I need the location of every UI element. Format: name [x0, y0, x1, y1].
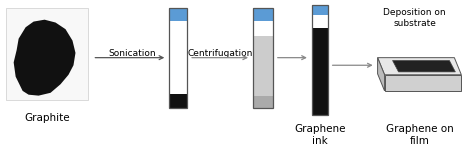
Bar	[169, 8, 187, 108]
Bar	[253, 8, 273, 21]
Text: Deposition on
substrate: Deposition on substrate	[383, 8, 446, 28]
Text: Graphite: Graphite	[24, 113, 70, 123]
Bar	[312, 28, 328, 115]
Bar	[169, 21, 187, 94]
Bar	[169, 94, 187, 108]
Text: Sonication: Sonication	[109, 49, 156, 58]
Bar	[253, 21, 273, 36]
Bar	[312, 5, 328, 15]
Bar	[312, 15, 328, 28]
Bar	[312, 5, 328, 115]
Bar	[6, 8, 89, 100]
Bar	[169, 8, 187, 21]
Text: Graphene
ink: Graphene ink	[294, 124, 346, 146]
Bar	[253, 8, 273, 108]
Polygon shape	[392, 60, 456, 72]
Polygon shape	[14, 20, 75, 96]
Bar	[253, 36, 273, 96]
Polygon shape	[384, 75, 461, 91]
Polygon shape	[378, 58, 384, 91]
Text: Graphene on
film: Graphene on film	[385, 124, 453, 146]
Text: Centrifugation: Centrifugation	[187, 49, 253, 58]
Bar	[253, 96, 273, 108]
Polygon shape	[378, 58, 461, 75]
